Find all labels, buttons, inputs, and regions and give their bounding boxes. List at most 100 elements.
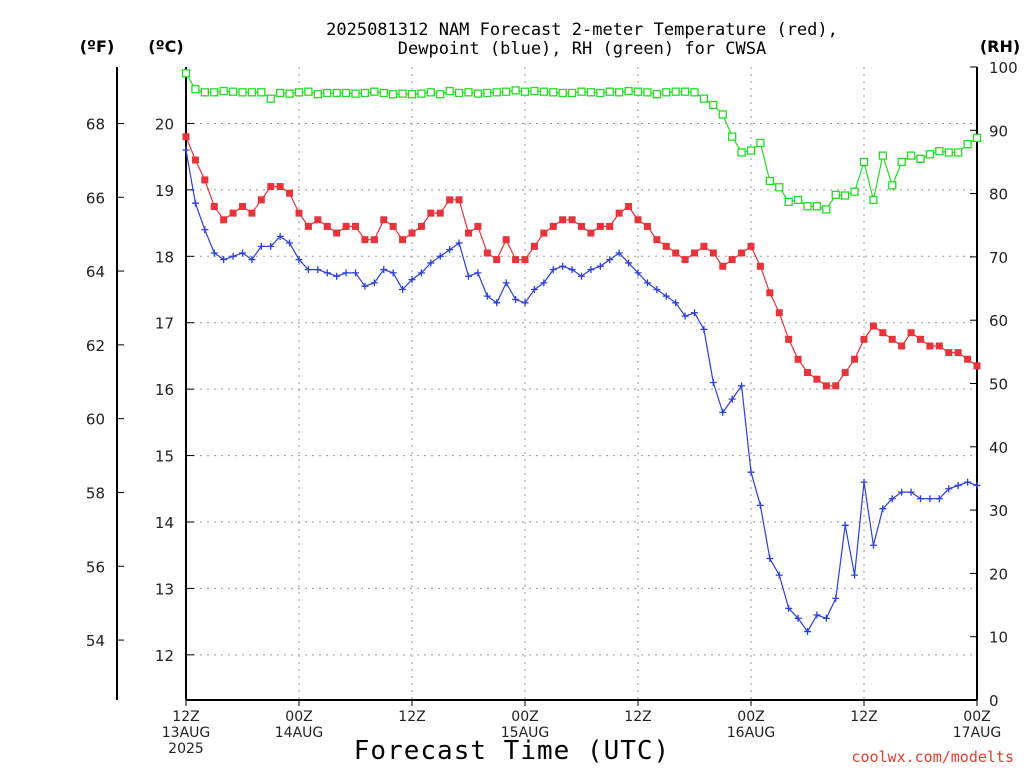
dewpoint-point [832, 594, 840, 602]
temperature-point [747, 242, 755, 250]
temperature-point [841, 369, 849, 377]
dewpoint-point [709, 379, 717, 387]
rh-point [539, 87, 548, 96]
fahrenheit-tick-label: 66 [86, 189, 105, 207]
dewpoint-point [304, 266, 312, 274]
temperature-point [201, 176, 209, 184]
rh-point [445, 86, 454, 96]
fahrenheit-tick-label: 54 [86, 632, 105, 650]
temperature-point [239, 202, 246, 210]
dewpoint-point [869, 541, 877, 549]
series [181, 69, 982, 636]
temperature-point [738, 249, 746, 257]
temperature-point [681, 256, 689, 264]
rh-point [596, 88, 605, 98]
dewpoint-point [738, 382, 746, 390]
dewpoint-point [662, 292, 670, 300]
rh-point [963, 140, 972, 149]
rh-point [643, 88, 652, 97]
rh-tick-label: 30 [989, 502, 1008, 520]
temperature-point [898, 342, 906, 350]
temperature-point [380, 216, 388, 224]
temperature-point [540, 229, 548, 237]
temperature-point [813, 375, 821, 383]
rh-point [577, 87, 586, 96]
dewpoint-point [634, 269, 642, 277]
dewpoint-point [455, 239, 463, 247]
dewpoint-point [700, 325, 708, 333]
dewpoint-point [964, 478, 972, 486]
temperature-point [643, 222, 651, 230]
temperature-point [917, 335, 924, 343]
temperature-point [370, 236, 378, 244]
celsius-tick-label: 13 [155, 580, 174, 598]
temperature-point [512, 256, 520, 264]
temperature-point [436, 209, 444, 217]
dewpoint-point [408, 276, 416, 284]
rh-point [916, 154, 925, 163]
time-tick-label: 00Z [285, 709, 312, 725]
dewpoint-point [813, 611, 821, 619]
rh-point [709, 100, 718, 110]
dewpoint-point [841, 521, 849, 529]
temperature-point [257, 196, 265, 204]
temperature-point [945, 349, 953, 357]
rh-point [502, 87, 511, 96]
dewpoint-point [794, 614, 802, 622]
rh-point [398, 89, 407, 98]
celsius-tick-labels: 12 13 14 15 16 17 18 19 20 [155, 115, 174, 664]
rh-point [351, 89, 360, 98]
rh-tick-label: 70 [989, 249, 1008, 267]
axes [116, 66, 978, 706]
time-tick-label: 2025 [168, 741, 204, 757]
dewpoint-point [926, 495, 934, 503]
unit-label-celsius: (ºC) [148, 37, 183, 56]
temperature-point [427, 209, 435, 217]
rh-point [850, 187, 859, 196]
temperature-point [907, 329, 915, 337]
temperature-point [766, 289, 774, 297]
dewpoint-point [860, 478, 868, 486]
rh-point [426, 88, 435, 97]
dewpoint-point [436, 252, 444, 260]
rh-point [530, 86, 539, 96]
rh-point [615, 88, 624, 97]
unit-label-rh: (RH) [980, 37, 1020, 56]
temperature-point [785, 335, 793, 343]
dewpoint-point [512, 295, 520, 303]
time-tick-label: 00Z [963, 709, 990, 725]
gridlines [186, 67, 977, 700]
dewpoint-point [625, 259, 633, 267]
dewpoint-point [728, 395, 736, 403]
rh-point [332, 88, 341, 98]
temperature-series [182, 133, 981, 390]
temperature-point [220, 216, 228, 224]
time-tick-label: 14AUG [275, 725, 324, 741]
rh-point [972, 133, 982, 143]
dewpoint-point [719, 408, 727, 416]
temperature-point [314, 216, 322, 224]
dewpoint-point [945, 485, 953, 493]
rh-point [238, 88, 247, 97]
temperature-point [182, 133, 190, 141]
dewpoint-point [775, 571, 783, 579]
rh-point [492, 88, 501, 97]
dewpoint-series [182, 146, 981, 636]
celsius-tick-label: 17 [155, 315, 174, 333]
rh-point [276, 88, 285, 98]
rh-point [605, 87, 614, 96]
dewpoint-point [540, 279, 548, 287]
time-tick-label: 12Z [398, 709, 425, 725]
dewpoint-point [898, 488, 906, 496]
temperature-line [185, 136, 978, 387]
temperature-point [596, 222, 604, 230]
temperature-point [559, 216, 567, 224]
temperature-point [361, 236, 369, 244]
rh-point [944, 148, 953, 157]
rh-point [737, 148, 746, 157]
temperature-point [191, 156, 199, 164]
temperature-point [521, 256, 529, 264]
temperature-point [926, 342, 934, 350]
temperature-point [408, 229, 416, 237]
temperature-point [822, 382, 830, 390]
